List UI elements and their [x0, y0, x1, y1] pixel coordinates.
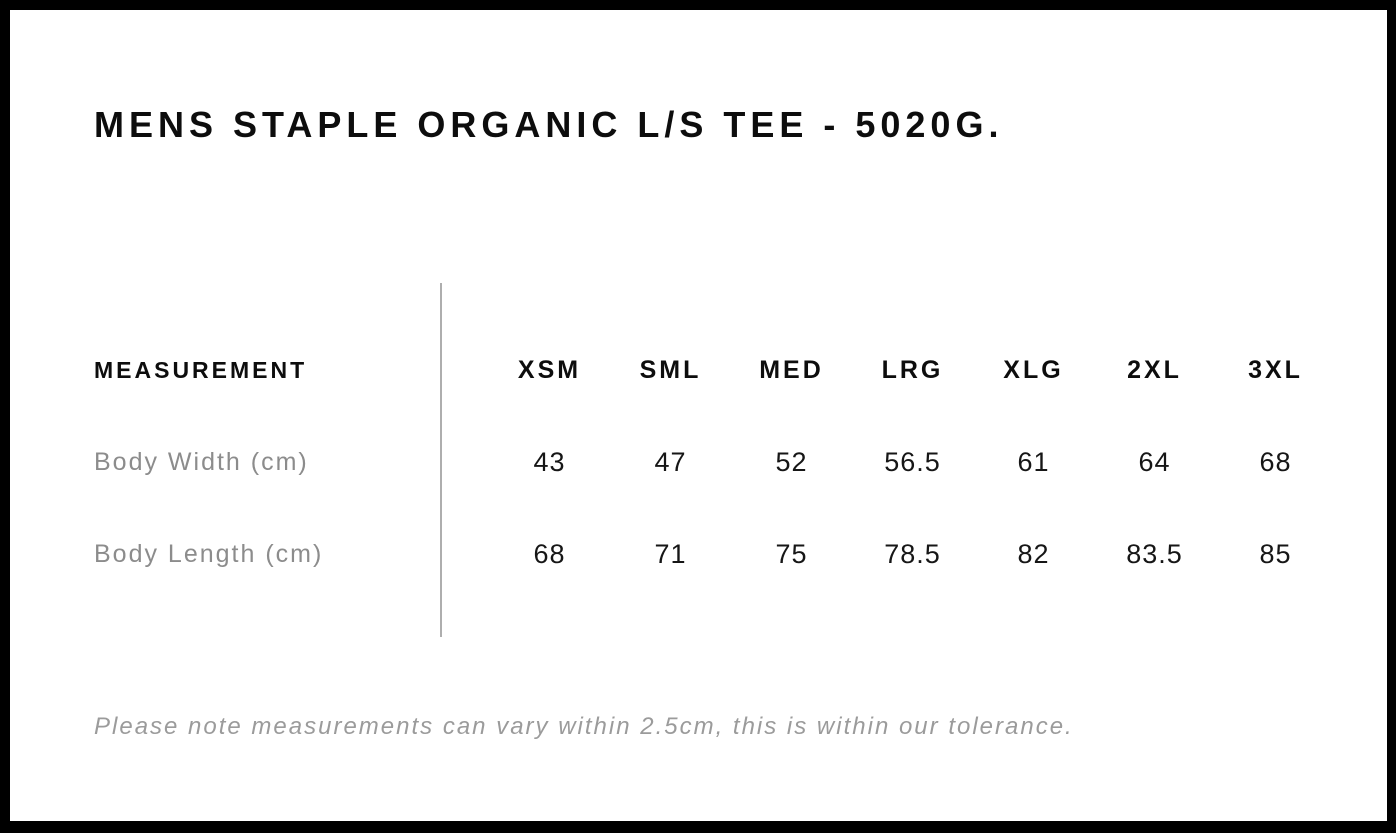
size-chart-table: MEASUREMENT XSM SML MED LRG XLG 2XL 3XL … — [94, 324, 1336, 600]
body-length-sml: 71 — [654, 538, 687, 569]
table-row-body-width: Body Width (cm) 43 47 52 56.5 61 64 68 — [94, 416, 1336, 508]
column-header-xlg: XLG — [1003, 355, 1064, 384]
column-header-med: MED — [759, 355, 824, 384]
row-label-body-length: Body Length (cm) — [94, 539, 324, 568]
body-length-xsm: 68 — [533, 538, 566, 569]
page-title: MENS STAPLE ORGANIC L/S TEE - 5020G. — [94, 104, 1004, 145]
column-header-2xl: 2XL — [1127, 355, 1182, 384]
body-length-med: 75 — [775, 538, 808, 569]
column-header-3xl: 3XL — [1248, 355, 1303, 384]
column-header-measurement: MEASUREMENT — [94, 356, 308, 383]
body-width-med: 52 — [775, 446, 808, 477]
column-header-xsm: XSM — [517, 355, 582, 384]
table-row-body-length: Body Length (cm) 68 71 75 78.5 82 83.5 8… — [94, 508, 1336, 600]
body-length-3xl: 85 — [1259, 538, 1292, 569]
body-length-2xl: 83.5 — [1126, 538, 1183, 569]
body-width-2xl: 64 — [1138, 446, 1171, 477]
body-width-xlg: 61 — [1017, 446, 1050, 477]
size-chart-page: MENS STAPLE ORGANIC L/S TEE - 5020G. MEA… — [10, 10, 1387, 821]
body-width-sml: 47 — [654, 446, 687, 477]
table-header-row: MEASUREMENT XSM SML MED LRG XLG 2XL 3XL — [94, 324, 1336, 416]
body-width-xsm: 43 — [533, 446, 566, 477]
column-header-lrg: LRG — [881, 355, 944, 384]
body-width-lrg: 56.5 — [884, 446, 941, 477]
body-length-lrg: 78.5 — [884, 538, 941, 569]
tolerance-note: Please note measurements can vary within… — [94, 713, 1074, 740]
body-width-3xl: 68 — [1259, 446, 1292, 477]
row-label-body-width: Body Width (cm) — [94, 447, 309, 476]
body-length-xlg: 82 — [1017, 538, 1050, 569]
column-header-sml: SML — [639, 355, 702, 384]
table-vertical-divider — [440, 283, 442, 637]
